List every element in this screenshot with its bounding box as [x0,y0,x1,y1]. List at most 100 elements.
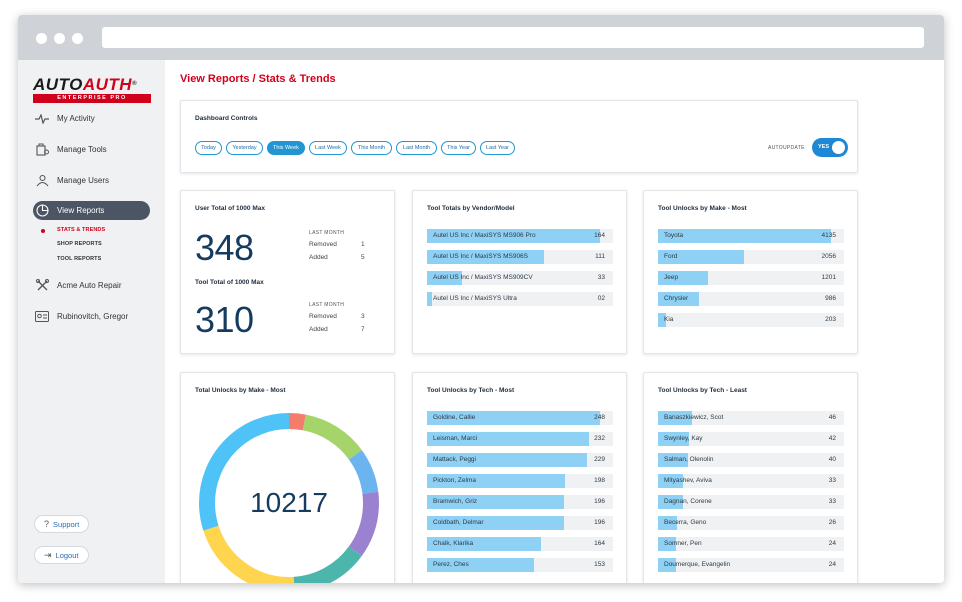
subnav-tool-reports[interactable]: TOOL REPORTS [57,256,102,262]
window-control-dot[interactable] [36,33,47,44]
range-button-last-month[interactable]: Last Month [396,141,437,155]
tech-most-card: Tool Unlocks by Tech - Most Goldine, Cal… [412,372,627,583]
sidebar-item-acme-auto-repair[interactable]: Acme Auto Repair [33,276,150,295]
donut-slice[interactable] [199,413,379,583]
bar-label: Chalk, Klarika [433,540,474,547]
brand-logo[interactable]: AUTOAUTH® ENTERPRISE PRO [33,76,151,103]
sidebar-item-label: Rubinovitch, Gregor [57,312,129,321]
bar-fill [658,271,709,285]
make-unlocks-card: Tool Unlocks by Make - Most Toyota 4135 Fo… [643,190,858,354]
bar-fill [658,411,693,425]
support-label: Support [53,519,80,529]
bar-fill [658,537,676,551]
bar-value: 248 [594,414,605,421]
sidebar-item-label: View Reports [57,206,105,215]
bar-value: 198 [594,477,605,484]
brand-reg: ® [132,81,137,87]
sidebar-item-manage-tools[interactable]: Manage Tools [33,140,150,159]
sidebar-item-my-activity[interactable]: My Activity [33,109,150,128]
bar-label: Toyota [664,232,684,239]
logout-button[interactable]: ⇥ Logout [34,546,89,564]
bar-row: Autel US Inc / MaxiSYS MS909CV 33 [427,271,613,285]
subnav-shop-reports[interactable]: SHOP REPORTS [57,241,102,247]
users-icon [33,173,51,189]
bar-row: Doumerque, Evangelin 24 [658,558,844,572]
bar-row: Toyota 4135 [658,229,844,243]
tech-least-card: Tool Unlocks by Tech - Least Banaszkiewi… [643,372,858,583]
bar-fill [658,229,831,243]
bar-value: 153 [594,561,605,568]
bar-row: Pickton, Zelma 198 [427,474,613,488]
vendor-totals-title: Tool Totals by Vendor/Model [427,205,515,212]
window-control-dot[interactable] [72,33,83,44]
bar-value: 42 [828,435,836,442]
bar-label: Doumerque, Evangelin [664,561,731,568]
vendor-totals-card: Tool Totals by Vendor/Model Autel US Inc… [412,190,627,354]
support-button[interactable]: ? Support [34,515,90,533]
donut-slice[interactable] [199,413,379,583]
bar-row: Bramwich, Griz 196 [427,495,613,509]
bar-value: 2056 [821,253,836,260]
bar-label: Perez, Ches [433,561,469,568]
bar-row: Leisman, Marci 232 [427,432,613,446]
bar-label: Leisman, Marci [433,435,478,442]
wrench-icon [33,278,51,294]
bar-row: Perez, Ches 153 [427,558,613,572]
total-unlocks-title: Total Unlocks by Make - Most [195,387,286,394]
sidebar-item-user-profile[interactable]: Rubinovitch, Gregor [33,307,150,326]
range-button-yesterday[interactable]: Yesterday [226,141,263,155]
bar-label: Jeep [664,274,679,281]
bar-row: Jeep 1201 [658,271,844,285]
tools-icon [33,142,51,158]
tool-period-label: LAST MONTH [309,302,345,308]
bar-value: 46 [828,414,836,421]
bar-label: Pickton, Zelma [433,477,476,484]
range-button-this-year[interactable]: This Year [441,141,476,155]
bar-fill [658,474,683,488]
user-total-value: 348 [195,227,254,268]
bar-label: Coldbath, Delmar [433,519,484,526]
tool-removed-label: Removed [309,313,337,320]
range-button-this-week[interactable]: This Week [267,141,305,155]
autoupdate-toggle[interactable]: YES [812,138,848,157]
bar-value: 33 [828,477,836,484]
bar-fill [427,516,564,530]
user-removed-label: Removed [309,241,337,248]
tool-total-value: 310 [195,299,254,340]
bar-value: 33 [828,498,836,505]
totals-card: User Total of 1000 Max 348 LAST MONTH Re… [180,190,395,354]
address-bar[interactable] [102,27,924,48]
tech-least-title: Tool Unlocks by Tech - Least [658,387,747,394]
subnav-stats-trends[interactable]: STATS & TRENDS [57,227,106,233]
window-control-dot[interactable] [54,33,65,44]
sidebar-item-view-reports[interactable]: View Reports [33,201,150,220]
bar-fill [427,537,542,551]
sidebar-item-manage-users[interactable]: Manage Users [33,171,150,190]
bar-value: 24 [828,561,836,568]
sidebar-item-label: Manage Users [57,176,110,185]
bar-row: Somner, Pen 24 [658,537,844,551]
tool-added-value: 7 [361,326,365,333]
bar-row: Kia 203 [658,313,844,327]
bar-value: 111 [595,253,605,260]
bar-fill [427,250,545,264]
range-button-last-week[interactable]: Last Week [309,141,347,155]
bar-label: Autel US Inc / MaxiSYS Ultra [433,295,517,302]
bar-fill [427,453,587,467]
bar-label: Salman, Olenolin [664,456,714,463]
bar-fill [427,558,534,572]
bar-value: 02 [597,295,605,302]
donut-svg [199,413,379,583]
page-title: View Reports / Stats & Trends [180,73,336,85]
range-button-this-month[interactable]: This Month [351,141,392,155]
bar-fill [427,474,566,488]
bar-value: 229 [594,456,605,463]
bar-row: Autel US Inc / MaxiSYS MS906 Pro 164 [427,229,613,243]
range-button-today[interactable]: Today [195,141,222,155]
bar-row: Coldbath, Delmar 196 [427,516,613,530]
range-button-last-year[interactable]: Last Year [480,141,515,155]
activity-icon [33,111,51,127]
bar-value: 164 [594,540,605,547]
bar-fill [658,495,683,509]
sidebar-item-label: My Activity [57,114,95,123]
